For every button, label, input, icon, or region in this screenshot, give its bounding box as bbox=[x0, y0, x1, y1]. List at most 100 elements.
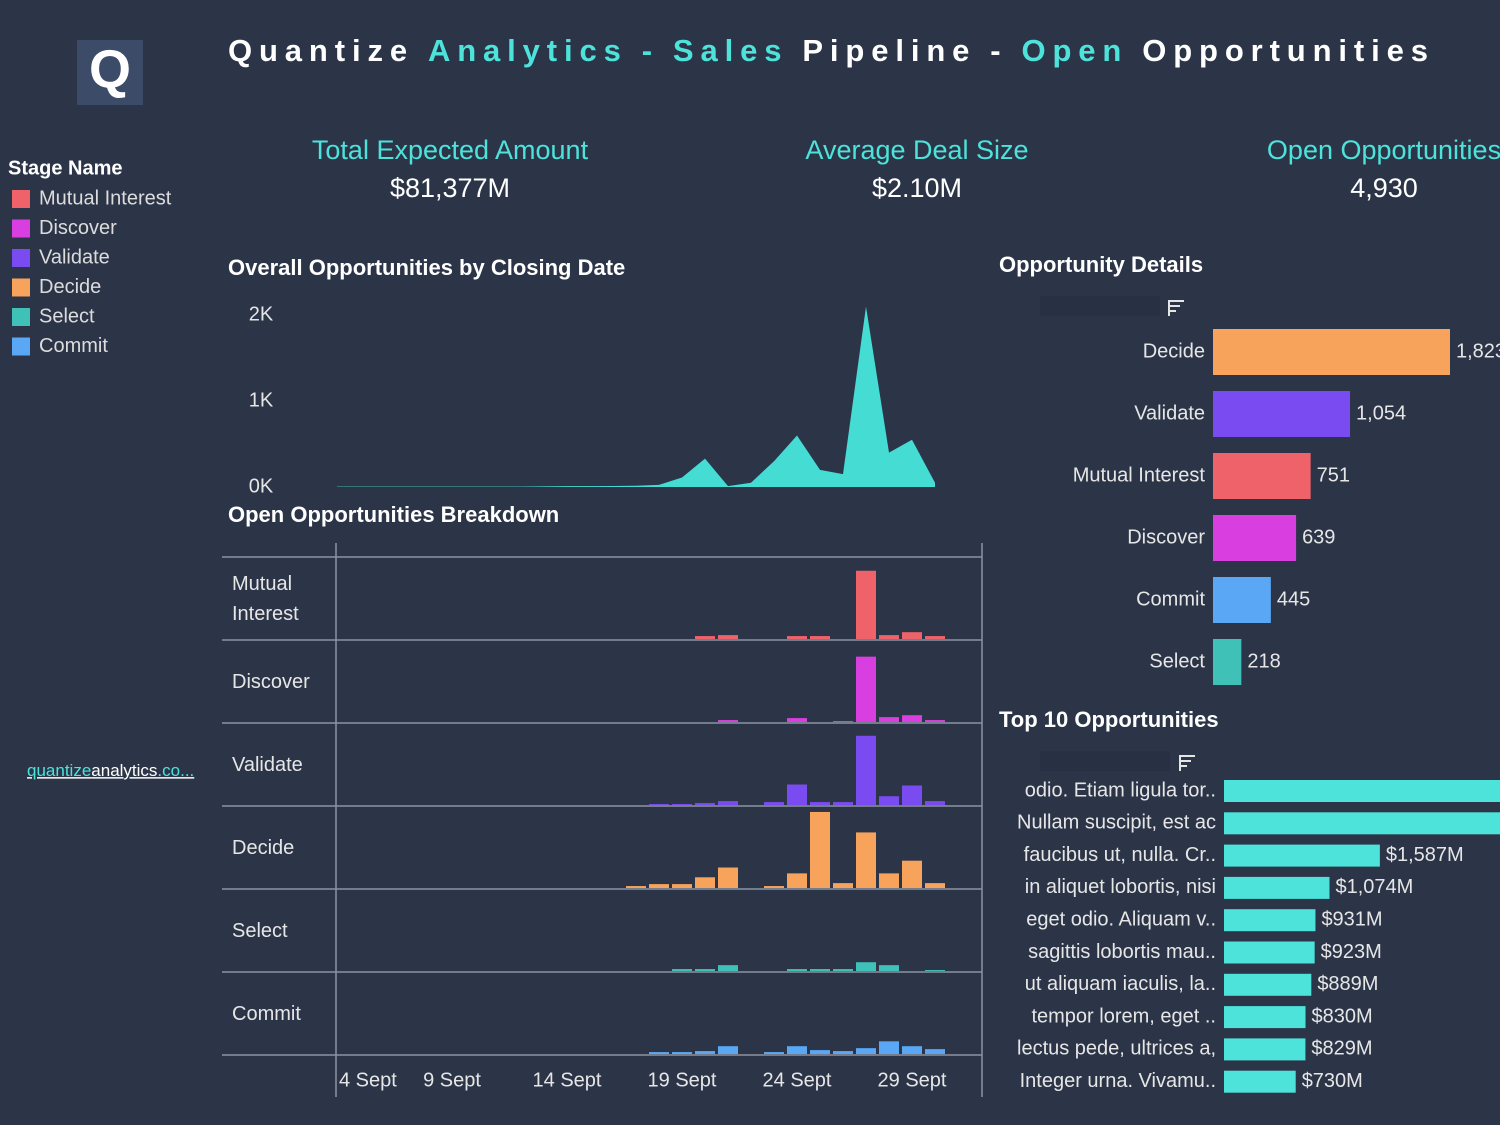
title-part: Open bbox=[1021, 33, 1121, 68]
legend-title: Stage Name bbox=[8, 157, 123, 179]
legend-swatch bbox=[12, 190, 30, 208]
value-label: $730M bbox=[1302, 1070, 1363, 1092]
category-label: eget odio. Aliquam v.. bbox=[1026, 908, 1216, 930]
x-tick-label: 29 Sept bbox=[878, 1069, 947, 1091]
category-label: Nullam suscipit, est ac bbox=[1017, 812, 1216, 834]
legend-label: Mutual Interest bbox=[39, 187, 172, 209]
sort-icon[interactable] bbox=[1179, 755, 1195, 771]
website-link[interactable]: quantizeanalytics.co... bbox=[27, 761, 194, 780]
x-tick-label: 14 Sept bbox=[533, 1069, 602, 1091]
logo: Q bbox=[89, 39, 131, 99]
bar bbox=[879, 635, 899, 639]
bar bbox=[856, 962, 876, 971]
category-label: sagittis lobortis mau.. bbox=[1028, 941, 1216, 963]
title-part: - bbox=[642, 33, 652, 68]
bar bbox=[879, 1041, 899, 1054]
bar bbox=[1213, 329, 1450, 375]
bar bbox=[810, 811, 830, 888]
bar bbox=[1224, 941, 1315, 964]
title-part: Quantize bbox=[228, 33, 407, 68]
bar bbox=[649, 804, 669, 805]
value-label: $1,074M bbox=[1335, 876, 1413, 898]
bar bbox=[695, 1051, 715, 1054]
legend-label: Validate bbox=[39, 246, 110, 268]
bar bbox=[1224, 973, 1312, 996]
bar bbox=[810, 1050, 830, 1054]
title-part: Sales bbox=[673, 33, 782, 68]
bar bbox=[1224, 1070, 1296, 1093]
bar bbox=[695, 969, 715, 971]
value-label: $931M bbox=[1321, 908, 1382, 930]
bar bbox=[1224, 1038, 1306, 1061]
bar bbox=[925, 636, 945, 639]
chart-title: Overall Opportunities by Closing Date bbox=[228, 255, 625, 280]
bar bbox=[833, 883, 853, 888]
bar bbox=[787, 969, 807, 971]
chart-title: Opportunity Details bbox=[999, 252, 1203, 277]
legend-label: Discover bbox=[39, 217, 117, 239]
bar bbox=[787, 784, 807, 805]
link-part: quantize bbox=[27, 761, 91, 780]
row-label: Validate bbox=[232, 753, 303, 776]
bar bbox=[1224, 909, 1316, 932]
value-label: $889M bbox=[1317, 973, 1378, 995]
bar bbox=[879, 965, 899, 971]
title-part: Analytics bbox=[428, 33, 621, 68]
legend-swatch bbox=[12, 308, 30, 326]
bar bbox=[672, 804, 692, 805]
bar bbox=[718, 965, 738, 971]
bar bbox=[810, 636, 830, 639]
legend-label: Commit bbox=[39, 335, 108, 357]
category-label: odio. Etiam ligula tor.. bbox=[1025, 779, 1216, 801]
row-label: Select bbox=[232, 919, 288, 942]
value-label: $829M bbox=[1311, 1038, 1372, 1060]
bar bbox=[856, 832, 876, 888]
bar bbox=[810, 802, 830, 805]
bar bbox=[672, 1052, 692, 1054]
value-label: $830M bbox=[1312, 1005, 1373, 1027]
bar bbox=[718, 720, 738, 722]
link-part: .co... bbox=[157, 761, 194, 780]
bar bbox=[879, 873, 899, 888]
kpi-label: Total Expected Amount bbox=[312, 135, 589, 165]
bar bbox=[1224, 780, 1500, 802]
value-label: 751 bbox=[1317, 464, 1350, 486]
bar bbox=[1224, 812, 1500, 835]
bar bbox=[787, 1046, 807, 1054]
kpi-value: 4,930 bbox=[1350, 173, 1418, 203]
bar bbox=[695, 636, 715, 639]
row-label: Commit bbox=[232, 1002, 301, 1025]
sort-icon[interactable] bbox=[1168, 300, 1184, 316]
legend-swatch bbox=[12, 278, 30, 297]
bar bbox=[764, 886, 784, 888]
value-label: 1,054 bbox=[1356, 402, 1406, 424]
bar bbox=[1213, 639, 1242, 685]
category-label: in aliquet lobortis, nisi bbox=[1025, 876, 1216, 898]
page-title: Quantize Analytics - Sales Pipeline - Open Oppo… bbox=[228, 33, 1428, 68]
bar bbox=[1213, 453, 1311, 499]
bar bbox=[902, 715, 922, 722]
bar bbox=[856, 1048, 876, 1054]
bar bbox=[787, 636, 807, 639]
category-label: tempor lorem, eget .. bbox=[1031, 1005, 1216, 1027]
link-part: analytics bbox=[91, 761, 157, 780]
bar bbox=[925, 883, 945, 888]
bar bbox=[833, 721, 853, 722]
bar bbox=[1224, 876, 1330, 899]
area bbox=[337, 306, 935, 487]
title-part: Pipeline bbox=[802, 33, 969, 68]
category-label: Select bbox=[1149, 650, 1205, 672]
bar bbox=[718, 801, 738, 805]
bar bbox=[1224, 844, 1380, 867]
category-label: Mutual Interest bbox=[1073, 464, 1206, 486]
bar bbox=[718, 867, 738, 888]
bar bbox=[764, 1052, 784, 1054]
category-label: ut aliquam iaculis, la.. bbox=[1025, 973, 1216, 995]
category-label: Discover bbox=[1127, 526, 1205, 548]
logo-box bbox=[77, 40, 143, 105]
category-label: lectus pede, ultrices a, bbox=[1017, 1038, 1216, 1060]
bar bbox=[856, 656, 876, 722]
bar bbox=[833, 802, 853, 805]
